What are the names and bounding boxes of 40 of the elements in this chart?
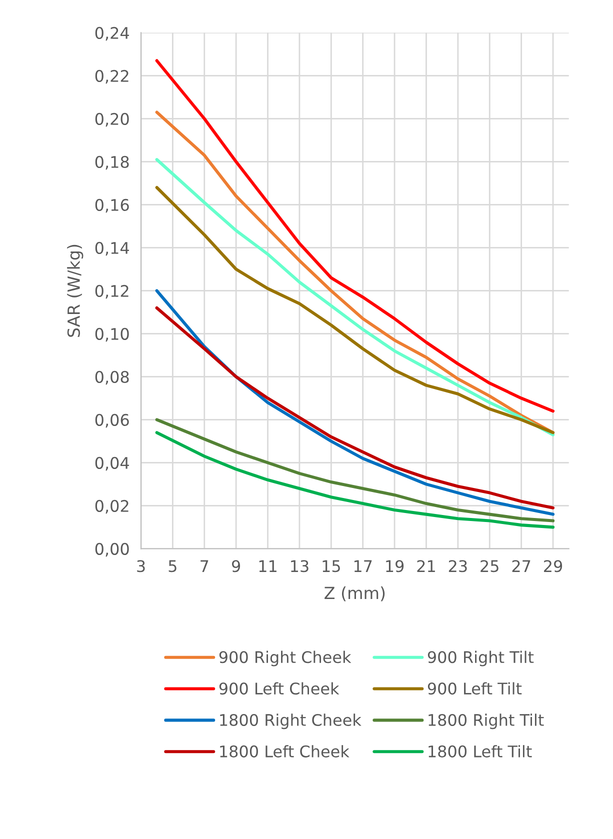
y-tick-label: 0,20 — [95, 112, 129, 127]
line-series — [155, 59, 555, 413]
x-tick-label: 19 — [386, 560, 404, 572]
legend-label: 900 Right Tilt — [428, 650, 534, 666]
x-tick-label: 13 — [291, 560, 308, 572]
legend-label: 1800 Right Cheek — [220, 714, 362, 730]
y-tick-label: 0,10 — [95, 328, 129, 342]
x-tick-label: 9 — [232, 560, 240, 572]
x-tick-label: 25 — [480, 560, 498, 572]
x-tick-label: 7 — [200, 560, 208, 572]
x-tick-label: 21 — [417, 560, 435, 572]
y-tick-label: 0,02 — [95, 500, 128, 514]
line-series — [155, 431, 555, 529]
x-tick-label: 29 — [544, 560, 562, 572]
y-tick-label: 0,14 — [95, 242, 129, 256]
y-tick-label: 0,04 — [95, 456, 129, 471]
x-tick-label: 11 — [259, 560, 276, 572]
y-tick-label: 0,12 — [95, 284, 128, 299]
x-tick-label: 27 — [512, 560, 530, 572]
legend-label: 900 Right Cheek — [219, 650, 352, 666]
y-tick-label: 0,08 — [95, 370, 129, 385]
line-series — [155, 418, 555, 522]
x-tick-label: 15 — [322, 560, 340, 572]
legend-label: 1800 Right Tilt — [428, 714, 544, 730]
legend-label: 900 Left Tilt — [428, 682, 522, 695]
y-tick-label: 0,16 — [95, 198, 129, 213]
legend-label: 1800 Left Tilt — [428, 745, 532, 758]
x-tick-label: 23 — [448, 560, 467, 572]
y-axis-title: SAR (W/kg) — [67, 244, 84, 337]
y-tick-label: 0,06 — [95, 414, 129, 428]
y-tick-label: 0,24 — [95, 26, 129, 41]
legend-label: 1800 Left Cheek — [220, 745, 350, 758]
x-tick-label: 17 — [354, 560, 372, 572]
y-tick-label: 0,22 — [95, 70, 128, 84]
legend-label: 900 Left Cheek — [219, 682, 340, 695]
x-axis-title: Z (mm) — [324, 586, 385, 602]
y-tick-label: 0,18 — [95, 156, 129, 170]
x-tick-label: 3 — [137, 560, 145, 572]
x-tick-label: 5 — [168, 560, 176, 572]
y-tick-label: 0,00 — [95, 542, 129, 557]
